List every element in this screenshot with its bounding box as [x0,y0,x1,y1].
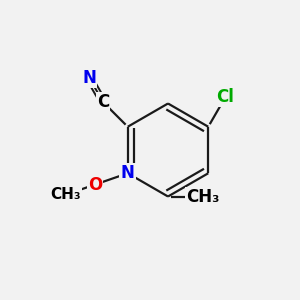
Text: N: N [121,164,135,182]
Text: N: N [82,69,96,87]
Text: CH₃: CH₃ [186,188,219,206]
Text: CH₃: CH₃ [50,187,81,202]
Text: O: O [88,176,102,194]
Text: C: C [97,93,110,111]
Text: Cl: Cl [217,88,235,106]
